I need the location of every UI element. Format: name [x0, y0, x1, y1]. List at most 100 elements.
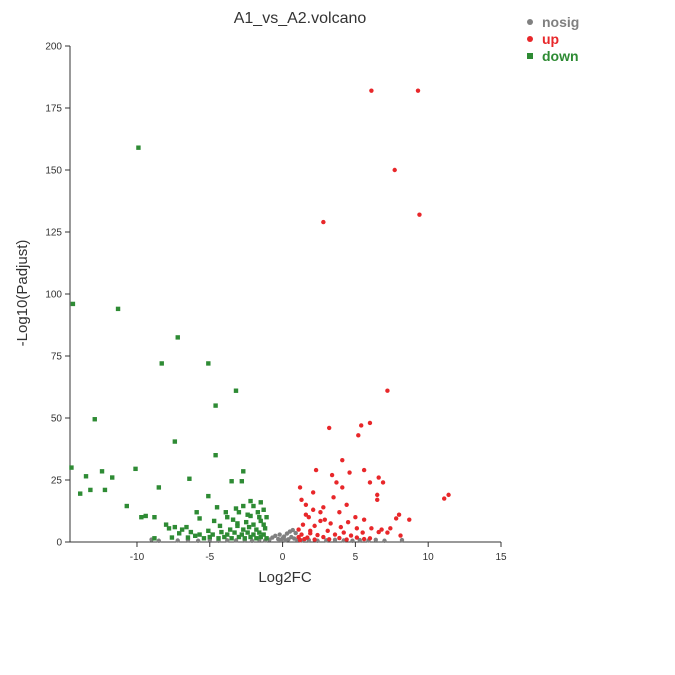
point-up: [354, 535, 360, 540]
point-down: [227, 527, 233, 532]
point-up: [360, 530, 365, 535]
y-tick-label: 200: [45, 42, 62, 53]
point-down: [193, 533, 198, 538]
point-nosig: [249, 538, 255, 543]
point-down: [233, 388, 239, 393]
x-tick-label: 10: [423, 552, 435, 563]
point-up: [332, 532, 338, 537]
point-up: [356, 433, 361, 438]
point-down: [133, 466, 138, 472]
point-down: [243, 519, 249, 525]
point-up: [310, 507, 316, 512]
point-up: [337, 535, 342, 541]
point-nosig: [156, 538, 162, 543]
point-up: [442, 496, 447, 501]
point-down: [201, 536, 207, 541]
point-down: [197, 516, 202, 521]
point-up: [341, 530, 346, 535]
point-up: [417, 212, 422, 217]
point-down: [261, 507, 266, 512]
point-nosig: [175, 538, 180, 543]
point-up: [321, 534, 326, 540]
point-nosig: [373, 537, 378, 542]
point-up: [379, 527, 384, 532]
point-up: [348, 533, 354, 538]
point-down: [184, 524, 189, 530]
point-nosig: [399, 537, 405, 543]
point-down: [206, 361, 211, 366]
point-nosig: [293, 530, 298, 536]
point-up: [361, 467, 367, 473]
y-tick-label: 150: [45, 166, 62, 177]
point-nosig: [332, 537, 338, 542]
point-down: [232, 530, 237, 535]
data-points: [69, 88, 451, 543]
point-down: [217, 523, 223, 529]
legend-marker-down: [527, 53, 533, 59]
point-down: [239, 532, 245, 537]
point-up: [306, 515, 311, 520]
point-down: [206, 528, 211, 534]
point-up: [396, 512, 402, 517]
point-up: [376, 475, 381, 480]
point-up: [299, 532, 304, 537]
legend-marker-up: [527, 36, 533, 42]
point-down: [219, 529, 224, 535]
point-up: [393, 516, 399, 521]
y-tick-label: 100: [45, 290, 62, 301]
point-down: [264, 536, 269, 541]
x-tick-label: 5: [353, 552, 359, 563]
point-up: [318, 518, 323, 524]
point-down: [110, 475, 115, 480]
point-up: [312, 523, 317, 529]
y-tick-label: 50: [51, 414, 63, 425]
point-nosig: [233, 538, 239, 543]
x-tick-label: 0: [280, 552, 286, 563]
point-down: [124, 503, 129, 509]
point-down: [194, 510, 199, 515]
point-down: [179, 527, 185, 532]
point-down: [214, 505, 220, 510]
point-down: [258, 534, 263, 540]
point-nosig: [382, 538, 387, 543]
point-down: [152, 515, 157, 520]
point-down: [70, 301, 76, 307]
point-up: [375, 497, 380, 503]
point-up: [367, 420, 373, 426]
point-down: [99, 469, 105, 474]
point-up: [297, 485, 303, 490]
point-down: [241, 503, 246, 509]
point-down: [83, 474, 89, 479]
point-down: [197, 532, 202, 537]
point-down: [206, 493, 211, 499]
point-down: [248, 513, 253, 519]
legend-label-down: down: [542, 48, 579, 64]
point-down: [230, 517, 236, 522]
point-down: [246, 524, 252, 530]
point-down: [254, 536, 259, 541]
point-down: [77, 491, 83, 496]
point-nosig: [350, 538, 355, 543]
point-up: [326, 425, 332, 431]
point-down: [257, 515, 262, 520]
point-up: [380, 480, 386, 485]
point-down: [152, 536, 157, 541]
point-up: [385, 530, 390, 535]
point-up: [367, 536, 373, 541]
point-up: [308, 531, 313, 536]
y-tick-label: 25: [51, 476, 63, 487]
point-down: [223, 510, 229, 515]
point-up: [321, 219, 326, 225]
point-up: [392, 167, 397, 173]
point-down: [261, 522, 266, 527]
point-up: [398, 533, 403, 538]
y-tick-label: 75: [51, 352, 63, 363]
point-down: [261, 532, 266, 537]
point-down: [177, 531, 182, 536]
point-up: [338, 524, 344, 530]
point-up: [347, 470, 352, 475]
y-axis: 0 25 50 75 100 125 150 175 200: [45, 42, 71, 549]
point-down: [239, 479, 245, 484]
point-down: [211, 518, 217, 524]
point-up: [318, 510, 323, 515]
